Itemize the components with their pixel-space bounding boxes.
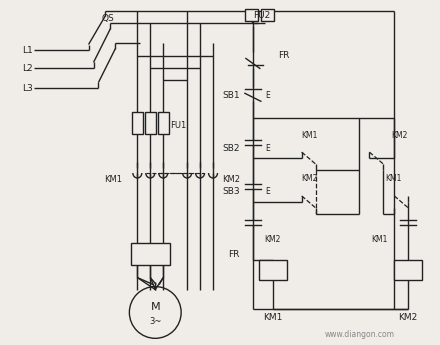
Bar [132, 243, 170, 265]
Bar [132, 112, 143, 134]
Text: KM1: KM1 [104, 176, 122, 185]
Bar [394, 260, 422, 279]
Text: L1: L1 [22, 46, 33, 55]
Text: SB2: SB2 [222, 144, 240, 152]
Text: SB3: SB3 [222, 187, 240, 196]
Text: FU1: FU1 [170, 121, 187, 130]
Text: E: E [265, 144, 270, 152]
Text: E: E [265, 91, 270, 100]
Text: KM2: KM2 [301, 175, 318, 184]
Bar [261, 9, 274, 21]
Text: M: M [150, 303, 160, 313]
Text: KM1: KM1 [263, 313, 282, 322]
Text: 3~: 3~ [149, 317, 161, 326]
Bar [245, 9, 258, 21]
Text: E: E [265, 187, 270, 196]
Text: KM1: KM1 [301, 131, 318, 140]
Text: www.diangon.com: www.diangon.com [324, 330, 394, 339]
Text: KM2: KM2 [391, 131, 407, 140]
Text: FR: FR [228, 250, 239, 259]
Text: FR: FR [278, 51, 289, 60]
Text: FU2: FU2 [253, 11, 271, 20]
Text: L3: L3 [22, 84, 33, 93]
Text: QS: QS [101, 14, 114, 23]
Bar [158, 112, 169, 134]
Text: KM2: KM2 [399, 313, 418, 322]
Text: KM1: KM1 [385, 175, 401, 184]
Text: KM2: KM2 [222, 176, 240, 185]
Text: KM1: KM1 [371, 235, 388, 244]
Text: L2: L2 [22, 64, 33, 73]
Bar [145, 112, 156, 134]
Bar [259, 260, 287, 279]
Text: KM2: KM2 [264, 235, 281, 244]
Text: SB1: SB1 [222, 91, 240, 100]
